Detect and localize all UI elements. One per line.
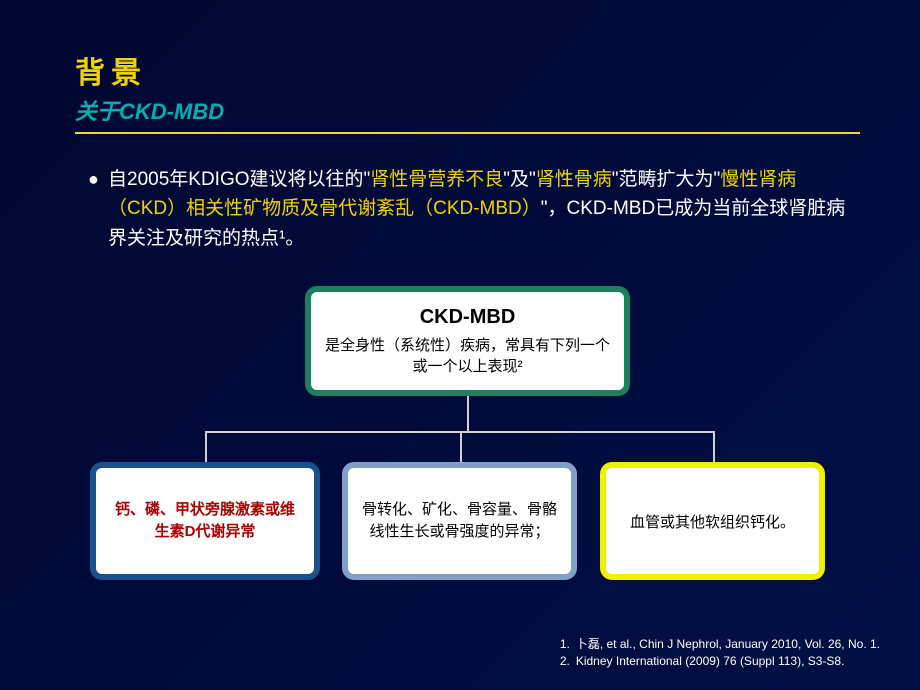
connector-line	[460, 431, 462, 462]
bullet-highlight-1: 肾性骨营养不良	[370, 169, 503, 190]
bullet-seg-mid1: "及"	[503, 169, 536, 190]
reference-item: 1.卜磊, et al., Chin J Nephrol, January 20…	[554, 636, 880, 653]
connector-line	[205, 431, 207, 462]
title-sub: 关于CKD-MBD	[75, 94, 860, 126]
root-title: CKD-MBD	[420, 306, 516, 329]
tree-root-node: CKD-MBD 是全身性（系统性）疾病，常具有下列一个或一个以上表现²	[305, 286, 630, 396]
child-text: 钙、磷、甲状旁腺激素或维生素D代谢异常	[110, 499, 300, 544]
bullet-highlight-2: 肾性骨病	[536, 169, 612, 190]
reference-item: 2.Kidney International (2009) 76 (Suppl …	[554, 653, 880, 670]
connector-line	[467, 396, 469, 431]
tree-diagram: CKD-MBD 是全身性（系统性）疾病，常具有下列一个或一个以上表现² 钙、磷、…	[90, 286, 830, 596]
bullet-seg-mid2: "范畴扩大为"	[612, 169, 721, 190]
bullet-paragraph: ● 自2005年KDIGO建议将以往的"肾性骨营养不良"及"肾性骨病"范畴扩大为…	[88, 165, 848, 253]
title-block: 背景 关于CKD-MBD	[75, 48, 860, 134]
connector-line	[713, 431, 715, 462]
tree-child-node: 钙、磷、甲状旁腺激素或维生素D代谢异常	[90, 462, 320, 580]
tree-child-node: 血管或其他软组织钙化。	[600, 462, 825, 580]
tree-child-node: 骨转化、矿化、骨容量、骨骼线性生长或骨强度的异常；	[342, 462, 577, 580]
references: 1.卜磊, et al., Chin J Nephrol, January 20…	[554, 636, 880, 670]
title-main: 背景	[75, 48, 860, 92]
child-text: 骨转化、矿化、骨容量、骨骼线性生长或骨强度的异常；	[362, 499, 557, 544]
child-text: 血管或其他软组织钙化。	[630, 511, 795, 532]
title-underline	[75, 132, 860, 134]
bullet-icon: ●	[88, 165, 108, 253]
bullet-seg-pre1: 自2005年KDIGO建议将以往的"	[108, 169, 370, 190]
root-desc: 是全身性（系统性）疾病，常具有下列一个或一个以上表现²	[325, 335, 610, 377]
bullet-text: 自2005年KDIGO建议将以往的"肾性骨营养不良"及"肾性骨病"范畴扩大为"慢…	[108, 165, 848, 253]
